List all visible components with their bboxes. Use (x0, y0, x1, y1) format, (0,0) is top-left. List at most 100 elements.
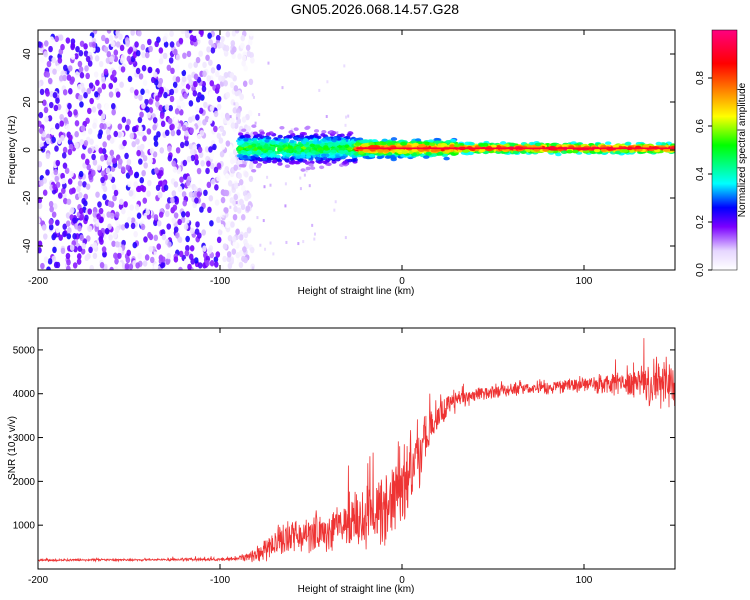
spectrogram-cell (148, 157, 153, 164)
spectrogram-cell (179, 95, 184, 102)
spectrogram-cell (245, 134, 251, 139)
spectrogram-cell (334, 200, 337, 204)
spectrogram-cell (100, 113, 106, 120)
spectrogram-cell (48, 101, 54, 109)
spectrogram-cell (331, 160, 337, 164)
spectrogram-cell (223, 80, 228, 87)
spectrogram-cell (63, 197, 68, 205)
spectrogram-cell (79, 213, 85, 221)
spectrogram-cell (122, 139, 127, 147)
spectrogram-cell (44, 204, 49, 212)
spectrogram-cell (97, 132, 103, 140)
spectrogram-cell (126, 216, 132, 223)
spectrogram-cell (177, 83, 183, 91)
spectrogram-cell (78, 94, 83, 102)
spectrogram-cell (340, 147, 346, 151)
spectrogram-cell (77, 60, 83, 68)
spectrogram-cell (87, 128, 93, 135)
spectrogram-cell (40, 262, 45, 270)
spectrogram-cell (275, 154, 281, 159)
spectrogram-cell (309, 143, 315, 148)
spectrogram-cell (377, 149, 384, 153)
spectrogram-cell (158, 47, 164, 54)
spectrogram-cell (83, 92, 88, 99)
spectrogram-cell (208, 91, 214, 98)
spectrogram-cell (232, 46, 237, 53)
spectrogram-cell (479, 148, 486, 153)
spectrogram-cell (308, 159, 311, 163)
spectrogram-cell (443, 156, 450, 161)
spectrogram-cell (152, 124, 157, 131)
spectrogram-cell (150, 76, 156, 84)
spectrogram-cell (80, 153, 86, 160)
spectrogram-cell (133, 171, 139, 179)
spectrogram-cell (193, 80, 198, 88)
spectrogram-cell (170, 196, 175, 204)
spectrogram-cell (272, 252, 275, 256)
spectrogram-cell (196, 33, 201, 40)
spectrogram-cell (624, 142, 631, 146)
spectrogram-cell (239, 199, 244, 206)
spectrogram-cell (84, 65, 89, 72)
spectrogram-cell (51, 211, 57, 218)
spectrogram-cell (102, 251, 107, 258)
x-tick-label: 0 (399, 276, 405, 287)
spectrogram-cell (104, 103, 110, 110)
spectrogram-cell (251, 150, 257, 155)
spectrogram-cell (126, 118, 131, 126)
spectrogram-cell (167, 145, 172, 152)
spectrogram-cell (106, 30, 112, 34)
spectrogram-cell (147, 231, 152, 239)
spectrogram-cell (189, 127, 194, 134)
spectrogram-cell (375, 141, 383, 146)
spectrogram-cell (241, 128, 247, 133)
spectrogram-cell (219, 151, 225, 158)
spectrogram-cell (311, 223, 314, 227)
spectrogram-cell (129, 132, 135, 140)
spectrogram-cell (628, 149, 635, 153)
spectrogram-cell (169, 41, 175, 48)
spectrogram-cell (175, 76, 181, 83)
spectrogram-cell (149, 256, 155, 264)
spectrogram-cell (146, 190, 151, 197)
spectrogram-cell (97, 201, 102, 208)
spectrogram-cell (612, 144, 619, 149)
spectrogram-cell (252, 140, 259, 144)
spectrogram-cell (215, 83, 221, 91)
spectrogram-cell (81, 242, 86, 250)
spectrogram-cell (173, 212, 179, 219)
spectrogram-cell (234, 101, 239, 109)
spectrogram-cell (134, 41, 139, 48)
spectrogram-cell (300, 168, 306, 172)
spectrogram-cell (229, 72, 235, 79)
spectrogram-cell (225, 91, 231, 99)
x-tick-label: -200 (28, 575, 48, 586)
spectrogram-cell (295, 155, 302, 159)
spectrogram-cell (177, 185, 183, 193)
spectrogram-cell (293, 160, 300, 165)
spectrogram-cell (67, 110, 73, 118)
spectrogram-cell (164, 129, 170, 137)
spectrogram-cell (219, 223, 225, 231)
spectrogram-cell (193, 154, 199, 161)
spectrogram-cell (478, 143, 485, 147)
colorbar-tick-label: 0.2 (695, 215, 706, 229)
spectrogram-cell (289, 157, 295, 161)
spectrogram-cell (188, 79, 193, 86)
spectrogram-cell (142, 155, 148, 162)
colorbar-tick-label: 0.0 (695, 263, 706, 277)
spectrogram-cell (77, 180, 83, 187)
spectrogram-cell (600, 148, 608, 153)
spectrogram-cell (129, 86, 135, 94)
snr-frame (37, 327, 676, 570)
spectrogram-cell (241, 255, 246, 262)
spectrogram-cell (128, 46, 134, 53)
spectrogram-cell (212, 143, 217, 151)
spectrogram-cell (246, 192, 252, 199)
spectrogram-cell (172, 204, 178, 211)
spectrogram-cell (159, 112, 165, 119)
spectrogram-cell (299, 187, 302, 191)
spectrogram-cell (572, 149, 579, 154)
spectrogram-cell (179, 176, 184, 183)
spectrogram-cell (214, 199, 220, 206)
